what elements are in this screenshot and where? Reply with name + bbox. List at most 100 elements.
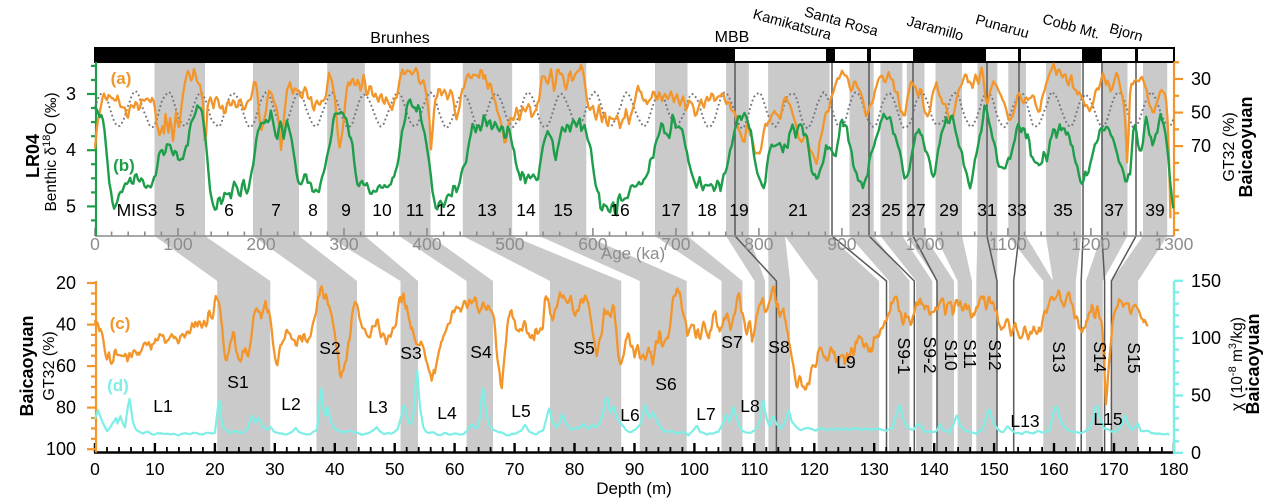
svg-text:80: 80 (56, 398, 76, 418)
svg-text:150: 150 (979, 459, 1008, 479)
svg-text:900: 900 (827, 234, 856, 254)
svg-text:9: 9 (341, 200, 351, 220)
svg-text:27: 27 (906, 200, 925, 220)
svg-text:5: 5 (175, 200, 185, 220)
svg-text:LR04: LR04 (23, 134, 43, 178)
svg-text:(b): (b) (113, 156, 135, 175)
svg-text:100: 100 (163, 234, 192, 254)
svg-text:L2: L2 (281, 394, 300, 414)
svg-text:Benthic δ18O (‰): Benthic δ18O (‰) (41, 92, 60, 211)
svg-text:1200: 1200 (1071, 234, 1110, 254)
svg-text:14: 14 (516, 200, 536, 220)
svg-text:S4: S4 (470, 342, 492, 362)
svg-text:L7: L7 (696, 404, 715, 424)
svg-text:50: 50 (1191, 386, 1211, 406)
svg-text:12: 12 (436, 200, 455, 220)
svg-text:Baicaoyuan: Baicaoyuan (1243, 313, 1263, 414)
svg-text:Depth (m): Depth (m) (596, 479, 672, 498)
svg-text:600: 600 (578, 234, 607, 254)
svg-text:11: 11 (406, 200, 424, 220)
svg-text:37: 37 (1104, 200, 1123, 220)
svg-text:S12: S12 (985, 339, 1005, 370)
svg-text:700: 700 (661, 234, 690, 254)
svg-text:400: 400 (412, 234, 441, 254)
svg-text:500: 500 (495, 234, 524, 254)
svg-text:90: 90 (625, 459, 645, 479)
svg-text:16: 16 (610, 200, 629, 220)
svg-text:30: 30 (1191, 69, 1211, 89)
svg-text:39: 39 (1145, 200, 1164, 220)
svg-text:L5: L5 (511, 401, 530, 421)
svg-text:L8: L8 (740, 396, 759, 416)
svg-text:S9-1: S9-1 (894, 338, 914, 375)
svg-text:S5: S5 (573, 338, 594, 358)
svg-text:S1: S1 (227, 372, 248, 392)
svg-text:L6: L6 (620, 405, 639, 425)
svg-text:S8: S8 (768, 337, 789, 357)
svg-text:29: 29 (939, 200, 958, 220)
svg-text:Brunhes: Brunhes (370, 30, 430, 47)
svg-text:15: 15 (553, 200, 572, 220)
svg-text:Baicaoyuan: Baicaoyuan (17, 315, 37, 416)
svg-text:23: 23 (851, 200, 870, 220)
svg-text:0: 0 (90, 234, 100, 254)
svg-text:(a): (a) (111, 69, 132, 88)
svg-text:800: 800 (744, 234, 773, 254)
svg-text:35: 35 (1053, 200, 1072, 220)
svg-text:1000: 1000 (905, 234, 944, 254)
svg-text:21: 21 (788, 200, 807, 220)
svg-text:31: 31 (977, 200, 996, 220)
svg-text:130: 130 (860, 459, 889, 479)
svg-text:110: 110 (740, 459, 768, 479)
svg-text:10: 10 (372, 200, 392, 220)
svg-text:S9-2: S9-2 (920, 337, 940, 374)
svg-text:7: 7 (271, 200, 281, 220)
svg-text:1300: 1300 (1154, 234, 1193, 254)
svg-text:S15: S15 (1124, 342, 1144, 373)
svg-text:MBB: MBB (715, 29, 750, 46)
svg-text:13: 13 (477, 200, 496, 220)
svg-text:60: 60 (56, 356, 76, 376)
svg-text:6: 6 (224, 200, 234, 220)
svg-text:0: 0 (1191, 443, 1201, 463)
svg-text:120: 120 (800, 459, 829, 479)
svg-text:5: 5 (66, 196, 76, 216)
svg-text:170: 170 (1099, 459, 1128, 479)
svg-text:S2: S2 (319, 338, 340, 358)
svg-text:S7: S7 (721, 332, 742, 352)
svg-text:S6: S6 (655, 374, 676, 394)
svg-text:S3: S3 (400, 343, 421, 363)
svg-text:30: 30 (265, 459, 285, 479)
svg-text:S14: S14 (1090, 341, 1110, 372)
svg-text:10: 10 (145, 459, 165, 479)
svg-text:MIS3: MIS3 (117, 200, 158, 220)
svg-text:0: 0 (90, 459, 100, 479)
svg-text:L3: L3 (368, 397, 387, 417)
svg-text:(d): (d) (107, 376, 129, 395)
svg-text:100: 100 (1191, 328, 1221, 348)
svg-text:17: 17 (661, 200, 680, 220)
svg-text:300: 300 (329, 234, 358, 254)
svg-text:80: 80 (565, 459, 585, 479)
svg-text:Age (ka): Age (ka) (601, 244, 665, 263)
svg-text:L4: L4 (437, 403, 457, 423)
svg-text:S11: S11 (960, 339, 980, 369)
svg-text:33: 33 (1007, 200, 1026, 220)
svg-text:50: 50 (385, 459, 405, 479)
svg-text:20: 20 (205, 459, 225, 479)
svg-text:Baicaoyuan: Baicaoyuan (1236, 96, 1256, 197)
svg-text:140: 140 (920, 459, 949, 479)
svg-text:40: 40 (56, 315, 76, 335)
svg-text:L13: L13 (1010, 411, 1039, 431)
svg-text:S13: S13 (1049, 341, 1069, 372)
svg-text:100: 100 (680, 459, 709, 479)
svg-text:70: 70 (1191, 136, 1211, 156)
svg-text:18: 18 (697, 200, 716, 220)
svg-text:GT32 (%): GT32 (%) (41, 331, 58, 400)
svg-text:50: 50 (1191, 103, 1211, 123)
svg-text:60: 60 (445, 459, 465, 479)
svg-text:25: 25 (881, 200, 900, 220)
svg-text:150: 150 (1191, 271, 1221, 291)
svg-text:40: 40 (325, 459, 345, 479)
svg-text:19: 19 (729, 200, 748, 220)
